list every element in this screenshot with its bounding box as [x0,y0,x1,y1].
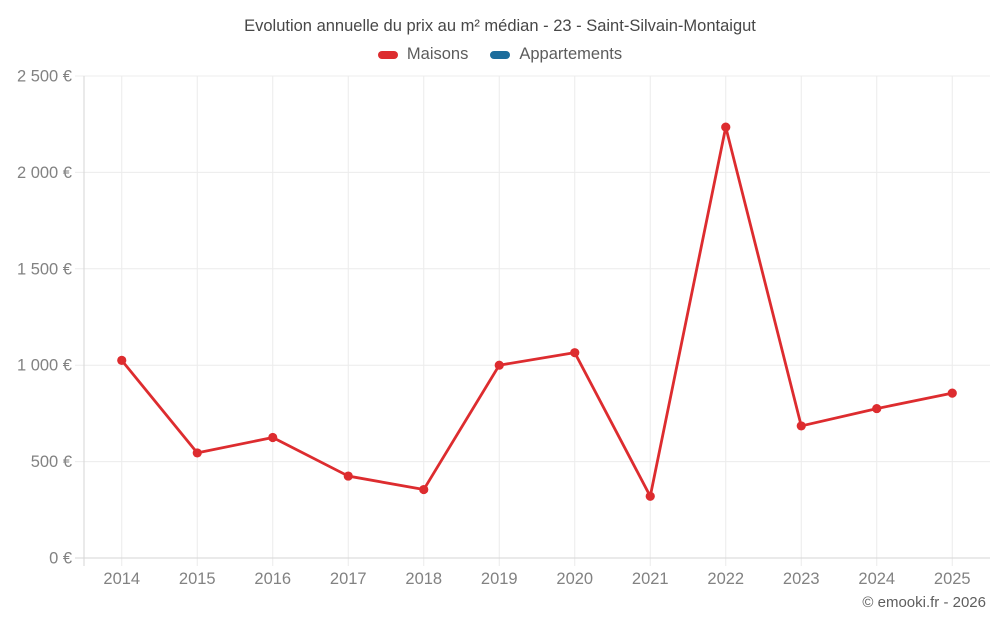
chart-title: Evolution annuelle du prix au m² médian … [244,17,756,35]
x-axis-tick-label: 2015 [179,570,216,588]
x-axis-tick-label: 2020 [556,570,593,588]
x-axis-tick-label: 2018 [405,570,442,588]
x-axis-tick-label: 2014 [103,570,140,588]
copyright-text: © emooki.fr - 2026 [862,594,986,611]
x-axis-tick-label: 2023 [783,570,820,588]
y-axis-tick-label: 1 500 € [17,260,72,278]
x-axis-tick-label: 2021 [632,570,669,588]
maisons-data-point[interactable] [947,388,957,398]
x-axis-tick-label: 2016 [254,570,291,588]
y-axis-tick-label: 0 € [49,550,72,568]
appartements-legend-label: Appartements [519,45,623,63]
x-axis-tick-label: 2025 [934,570,971,588]
maisons-legend-label: Maisons [406,45,469,63]
maisons-data-point[interactable] [268,432,278,443]
maisons-data-point[interactable] [570,348,580,358]
x-axis-tick-label: 2022 [707,570,744,588]
x-axis-tick-label: 2017 [330,570,367,588]
maisons-data-point[interactable] [721,122,731,132]
legend-item-appartements[interactable]: Appartements [490,45,622,64]
chart-legend: Maisons Appartements [0,45,1000,64]
y-axis-tick-label: 500 € [31,453,72,471]
maisons-data-point[interactable] [796,421,806,431]
x-axis-tick-label: 2019 [481,570,518,588]
maisons-data-point[interactable] [117,355,127,365]
maisons-line [120,125,954,498]
maisons-data-point[interactable] [645,491,655,501]
y-axis-tick-label: 2 000 € [17,164,72,182]
maisons-legend-swatch [377,50,398,59]
x-axis-tick-label: 2024 [858,570,895,588]
maisons-data-point[interactable] [872,403,882,414]
y-axis-tick-label: 1 000 € [17,357,72,375]
maisons-data-point[interactable] [419,484,429,495]
legend-item-maisons[interactable]: Maisons [377,45,469,64]
maisons-data-point[interactable] [343,471,353,481]
maisons-data-point[interactable] [494,360,504,370]
y-axis-tick-label: 2 500 € [17,68,72,86]
appartements-legend-swatch [490,50,511,59]
maisons-data-point[interactable] [192,448,202,458]
